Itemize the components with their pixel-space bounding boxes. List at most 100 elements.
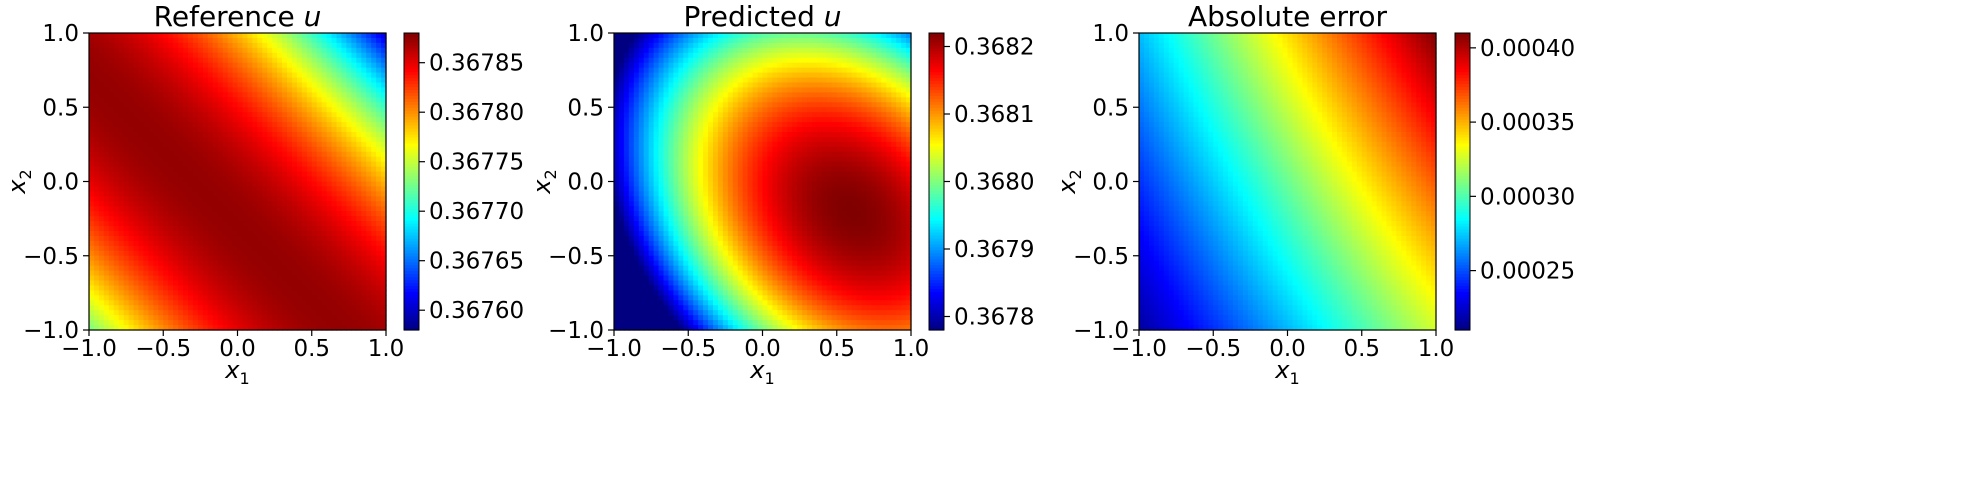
heatmap-cell bbox=[227, 47, 234, 54]
heatmap-cell bbox=[371, 201, 377, 207]
heatmap-cell bbox=[296, 216, 303, 222]
heatmap-cell bbox=[237, 295, 244, 301]
heatmap-cell bbox=[886, 33, 892, 39]
heatmap-cell bbox=[831, 107, 838, 113]
heatmap-cell bbox=[876, 77, 882, 84]
heatmap-cell bbox=[277, 166, 283, 173]
heatmap-cell bbox=[296, 255, 303, 262]
heatmap-cell bbox=[118, 325, 125, 331]
heatmap-cell bbox=[178, 57, 184, 64]
heatmap-cell bbox=[797, 117, 803, 123]
heatmap-cell bbox=[192, 226, 199, 232]
heatmap-cell bbox=[118, 72, 125, 79]
heatmap-cell bbox=[376, 235, 382, 242]
heatmap-cell bbox=[163, 245, 169, 252]
heatmap-cell bbox=[178, 77, 184, 84]
heatmap-cell bbox=[183, 77, 189, 84]
heatmap-cell bbox=[381, 141, 387, 148]
heatmap-cell bbox=[242, 52, 248, 59]
heatmap-cell bbox=[737, 132, 744, 138]
heatmap-cell bbox=[737, 62, 744, 69]
heatmap-cell bbox=[202, 52, 209, 59]
heatmap-cell bbox=[113, 325, 120, 331]
heatmap-cell bbox=[633, 107, 640, 113]
heatmap-cell bbox=[237, 57, 244, 64]
heatmap-cell bbox=[138, 191, 145, 197]
heatmap-cell bbox=[93, 67, 100, 74]
heatmap-cell bbox=[158, 265, 164, 272]
heatmap-cell bbox=[782, 67, 788, 74]
heatmap-cell bbox=[381, 270, 387, 277]
heatmap-cell bbox=[158, 295, 164, 301]
heatmap-cell bbox=[227, 92, 234, 98]
heatmap-cell bbox=[138, 156, 145, 163]
heatmap-cell bbox=[148, 310, 154, 316]
heatmap-cell bbox=[757, 112, 764, 118]
heatmap-cell bbox=[222, 87, 229, 93]
heatmap-cell bbox=[807, 57, 813, 64]
heatmap-cell bbox=[708, 132, 714, 138]
heatmap-cell bbox=[123, 260, 130, 267]
heatmap-cell bbox=[163, 107, 169, 113]
heatmap-cell bbox=[143, 67, 149, 74]
heatmap-cell bbox=[638, 112, 645, 118]
heatmap-cell bbox=[197, 270, 204, 277]
heatmap-cell bbox=[296, 305, 303, 311]
heatmap-cell bbox=[876, 127, 882, 133]
heatmap-cell bbox=[202, 235, 209, 242]
heatmap-cell bbox=[197, 240, 204, 247]
heatmap-cell bbox=[118, 122, 125, 128]
heatmap-cell bbox=[326, 235, 333, 242]
heatmap-cell bbox=[143, 102, 149, 108]
heatmap-cell bbox=[346, 57, 352, 64]
heatmap-cell bbox=[668, 57, 674, 64]
heatmap-cell bbox=[896, 72, 902, 79]
heatmap-cell bbox=[861, 117, 868, 123]
heatmap-cell bbox=[282, 67, 288, 74]
heatmap-cell bbox=[346, 77, 352, 84]
heatmap-cell bbox=[658, 87, 665, 93]
heatmap-cell bbox=[257, 37, 263, 44]
heatmap-cell bbox=[103, 245, 110, 252]
heatmap-cell bbox=[381, 72, 387, 79]
heatmap-cell bbox=[351, 42, 357, 49]
heatmap-cell bbox=[282, 245, 288, 252]
heatmap-cell bbox=[257, 57, 263, 64]
heatmap-cell bbox=[98, 102, 105, 108]
heatmap-cell bbox=[267, 310, 273, 316]
heatmap-cell bbox=[178, 37, 184, 44]
heatmap-cell bbox=[851, 87, 858, 93]
heatmap-cell bbox=[336, 52, 343, 59]
heatmap-cell bbox=[732, 117, 739, 123]
heatmap-cell bbox=[89, 136, 95, 143]
heatmap-cell bbox=[272, 72, 278, 79]
heatmap-cell bbox=[351, 196, 357, 202]
heatmap-cell bbox=[356, 235, 362, 242]
heatmap-cell bbox=[356, 231, 362, 237]
heatmap-cell bbox=[698, 107, 704, 113]
heatmap-cell bbox=[158, 270, 164, 277]
heatmap-cell bbox=[188, 186, 194, 192]
heatmap-cell bbox=[237, 47, 244, 54]
heatmap-cell bbox=[861, 47, 868, 54]
heatmap-cell bbox=[797, 37, 803, 44]
heatmap-cell bbox=[821, 122, 828, 128]
heatmap-cell bbox=[272, 231, 278, 237]
heatmap-cell bbox=[247, 132, 253, 138]
heatmap-cell bbox=[197, 92, 204, 98]
heatmap-cell bbox=[614, 127, 620, 133]
heatmap-cell bbox=[296, 221, 303, 227]
heatmap-cell bbox=[227, 206, 234, 212]
heatmap-cell bbox=[108, 42, 115, 49]
heatmap-cell bbox=[713, 62, 719, 69]
heatmap-cell bbox=[326, 245, 333, 252]
heatmap-cell bbox=[197, 221, 204, 227]
heatmap-cell bbox=[89, 211, 95, 217]
heatmap-cell bbox=[163, 280, 169, 287]
colorbar-segment bbox=[404, 208, 419, 212]
heatmap-cell bbox=[638, 102, 645, 108]
heatmap-cell bbox=[331, 82, 338, 89]
heatmap-cell bbox=[212, 77, 219, 84]
colorbar-segment bbox=[404, 142, 419, 147]
heatmap-cell bbox=[866, 52, 872, 59]
